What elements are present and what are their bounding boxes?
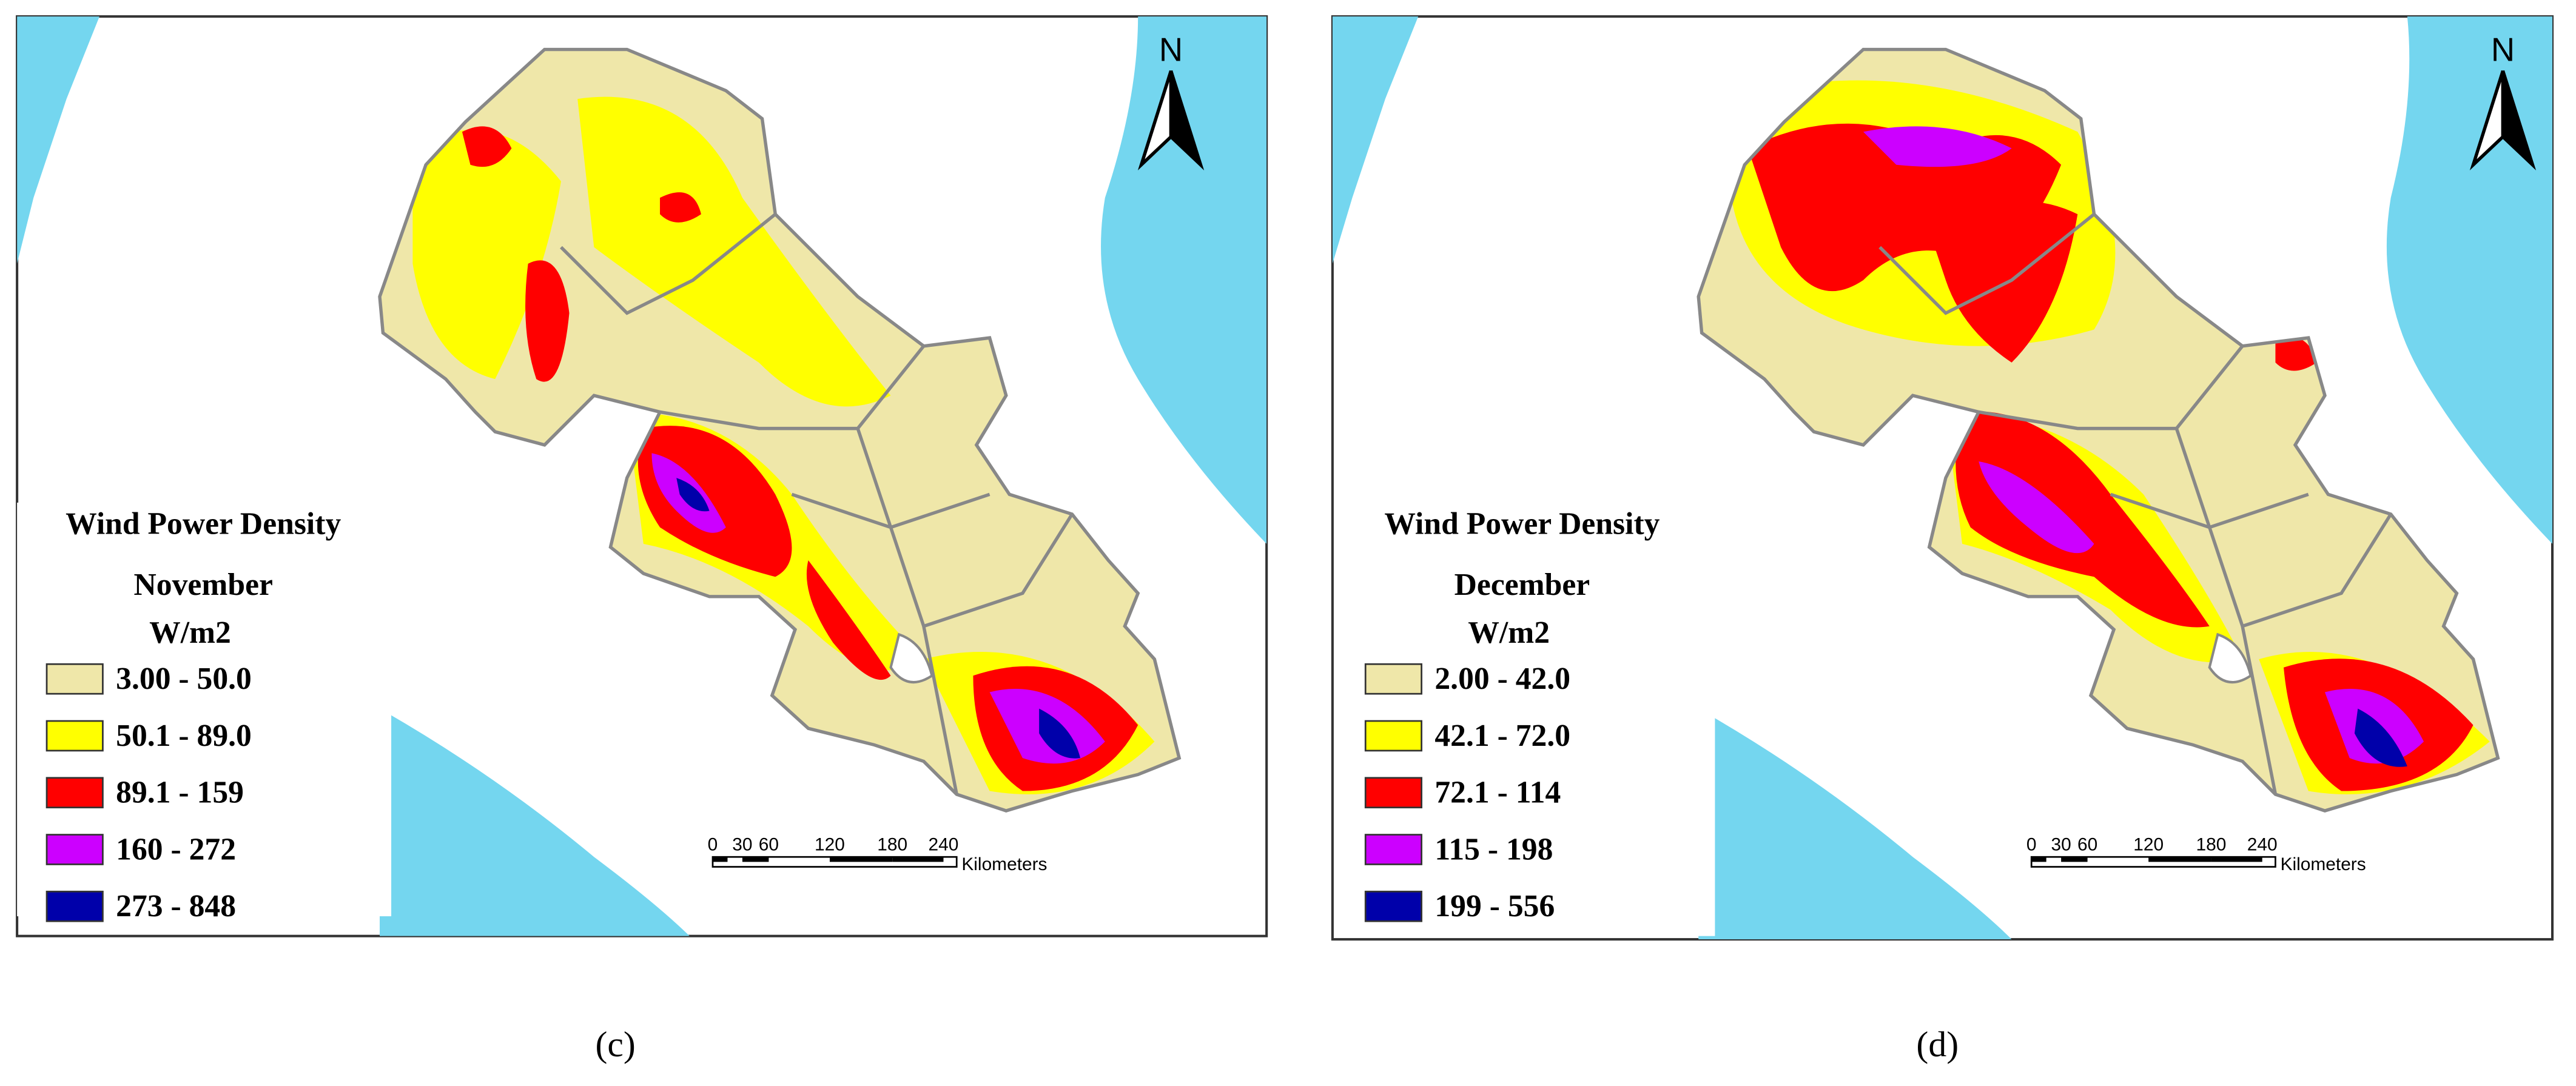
scale-bar-segment [713, 857, 728, 862]
map [17, 16, 1267, 936]
caption: (c) [595, 1024, 635, 1064]
legend-label: 115 - 198 [1434, 832, 1553, 866]
sea [1698, 708, 2012, 940]
legend-title: Wind Power Density [1384, 507, 1660, 541]
north-arrow [1169, 70, 1205, 170]
legend-swatch [1364, 663, 1422, 695]
map-panel: Wind Power Density November W/m2 3.00 - 50.… [16, 15, 1268, 937]
sea [2386, 16, 2553, 544]
map [1332, 16, 2553, 940]
legend-swatch [45, 890, 104, 922]
sea [1101, 16, 1267, 544]
legend-label: 160 - 272 [116, 832, 236, 866]
legend-swatch [45, 720, 104, 752]
lake [2208, 632, 2252, 684]
legend-unit: W/m2 [149, 615, 231, 650]
legend-title: Wind Power Density [66, 507, 341, 541]
scale-bar-segment [742, 857, 769, 862]
legend-label: 3.00 - 50.0 [116, 662, 252, 696]
legend-month: December [1454, 568, 1590, 602]
legend-swatch [1364, 834, 1422, 865]
scale-bar-segment [2211, 857, 2262, 862]
scale-label: 0 [708, 834, 718, 854]
legend-swatch [1364, 720, 1422, 752]
density-zones [1731, 80, 2490, 794]
scale-label: 120 [815, 834, 845, 854]
legend-label: 273 - 848 [116, 889, 236, 923]
scale-label: 0 [2026, 834, 2037, 854]
scale-bar-segment [2061, 857, 2088, 862]
scale-label: 180 [877, 834, 907, 854]
legend-label: 42.1 - 72.0 [1434, 719, 1570, 753]
legend-label: 50.1 - 89.0 [116, 719, 252, 753]
scale-label: 240 [2247, 834, 2278, 854]
scale-label: 120 [2133, 834, 2164, 854]
scale-label: 60 [2077, 834, 2097, 854]
map-panel: Wind Power Density December W/m2 2.00 - 42.… [1331, 15, 2554, 941]
scale-unit: Kilometers [961, 854, 1047, 874]
scale-label: 30 [732, 834, 752, 854]
legend-swatch [1364, 777, 1422, 809]
legend-label: 2.00 - 42.0 [1434, 662, 1570, 696]
legend-label: 89.1 - 159 [116, 776, 244, 810]
scale-label: 180 [2196, 834, 2227, 854]
scale-bar-segment [892, 857, 944, 862]
caption: (d) [1916, 1024, 1959, 1064]
scale-bar-segment [2031, 857, 2046, 862]
scale-bar-segment [2148, 857, 2211, 862]
legend-swatch [45, 777, 104, 809]
sea [17, 16, 99, 264]
district-border [1878, 213, 2392, 795]
legend-unit: W/m2 [1468, 615, 1550, 650]
density-zones [412, 96, 1155, 794]
legend-swatch [1364, 890, 1422, 922]
district-border [560, 213, 1074, 795]
lake [889, 632, 933, 684]
scale-label: 30 [2051, 834, 2071, 854]
legend-swatch [45, 834, 104, 865]
scale-bar-segment [829, 857, 893, 862]
legend-month: November [134, 568, 273, 602]
scale-label: 60 [759, 834, 779, 854]
legend-label: 199 - 556 [1434, 889, 1555, 923]
legend-label: 72.1 - 114 [1434, 776, 1561, 810]
north-arrow [2501, 70, 2537, 170]
scale-unit: Kilometers [2281, 854, 2366, 874]
sea [380, 708, 690, 936]
sea [1332, 16, 1419, 264]
north-label: N [2491, 32, 2515, 69]
scale-label: 240 [929, 834, 959, 854]
legend-swatch [45, 663, 104, 695]
north-label: N [1159, 32, 1183, 69]
